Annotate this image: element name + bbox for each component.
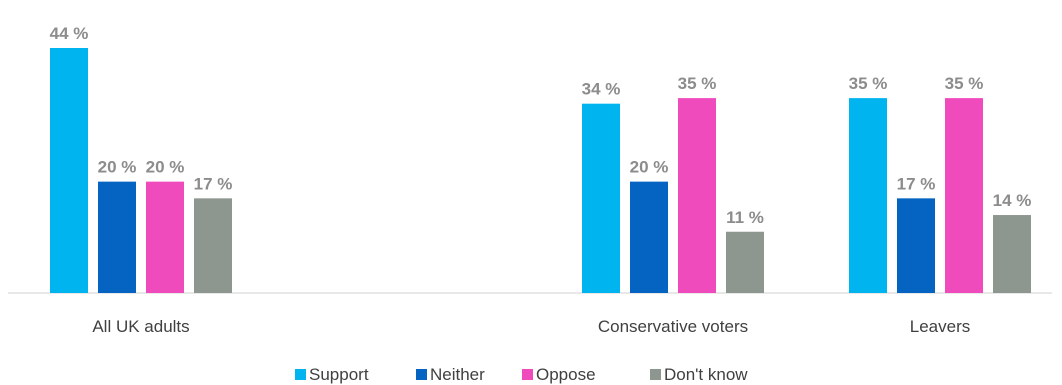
legend-swatch-don-t-know	[650, 369, 661, 380]
category-label-all-uk-adults: All UK adults	[92, 317, 189, 336]
legend: Support Neither Oppose Don't know	[295, 365, 748, 384]
data-label-oppose-conservative-voters: 35 %	[678, 74, 717, 93]
data-label-oppose-all-uk-adults: 20 %	[146, 158, 185, 177]
category-label-conservative-voters: Conservative voters	[598, 317, 748, 336]
data-labels-group: 44 % 34 % 35 % 20 % 20 % 17 % 20 % 35 % 35 % 17 %…	[50, 24, 1032, 227]
legend-label-oppose: Oppose	[536, 365, 596, 384]
category-labels-group: All UK adults Conservative voters Leavers	[92, 317, 970, 336]
bar-neither-conservative-voters	[630, 181, 668, 293]
data-label-don-t-know-leavers: 14 %	[993, 191, 1032, 210]
data-label-neither-conservative-voters: 20 %	[630, 158, 669, 177]
bar-don-t-know-all-uk-adults	[194, 198, 232, 293]
legend-label-support: Support	[309, 365, 369, 384]
bar-don-t-know-conservative-voters	[726, 231, 764, 293]
bar-neither-leavers	[897, 198, 935, 293]
data-label-don-t-know-conservative-voters: 11 %	[726, 208, 764, 227]
legend-swatch-neither	[416, 369, 427, 380]
legend-swatch-support	[295, 369, 306, 380]
bar-don-t-know-leavers	[993, 215, 1031, 293]
bar-oppose-leavers	[945, 98, 983, 293]
bar-support-all-uk-adults	[50, 48, 88, 293]
data-label-oppose-leavers: 35 %	[945, 74, 984, 93]
category-label-leavers: Leavers	[910, 317, 970, 336]
bar-support-leavers	[849, 98, 887, 293]
bar-oppose-conservative-voters	[678, 98, 716, 293]
bar-oppose-all-uk-adults	[146, 181, 184, 293]
bar-support-conservative-voters	[582, 103, 620, 293]
legend-label-neither: Neither	[430, 365, 485, 384]
data-label-neither-all-uk-adults: 20 %	[98, 158, 137, 177]
data-label-support-leavers: 35 %	[849, 74, 888, 93]
bars-group	[50, 48, 1031, 293]
data-label-support-conservative-voters: 34 %	[582, 80, 621, 99]
legend-swatch-oppose	[522, 369, 533, 380]
data-label-support-all-uk-adults: 44 %	[50, 24, 89, 43]
legend-label-don-t-know: Don't know	[664, 365, 748, 384]
data-label-don-t-know-all-uk-adults: 17 %	[194, 174, 233, 193]
bar-neither-all-uk-adults	[98, 181, 136, 293]
data-label-neither-leavers: 17 %	[897, 174, 936, 193]
